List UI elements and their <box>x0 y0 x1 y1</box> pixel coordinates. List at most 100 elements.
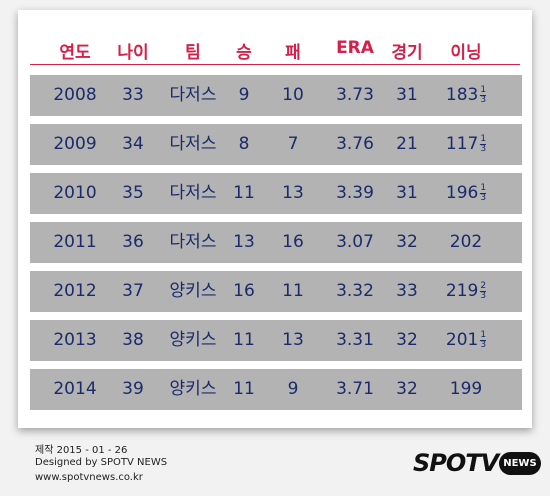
table-cell: 3.31 <box>336 330 374 350</box>
table-cell: 37 <box>122 281 144 301</box>
header-cell: 패 <box>285 43 301 63</box>
table-cell: 11 <box>233 379 255 399</box>
table-cell: 31 <box>396 183 418 203</box>
table-cell: 3.39 <box>336 183 374 203</box>
table-cell: 16 <box>233 281 255 301</box>
table-cell: 11 <box>282 281 304 301</box>
table-cell: 39 <box>122 379 144 399</box>
table-cell: 33 <box>122 85 144 105</box>
innings-whole: 199 <box>449 379 483 399</box>
fraction-denominator: 3 <box>480 94 487 105</box>
table-cell: 다저스 <box>169 232 217 252</box>
table-cell: 9 <box>238 85 250 105</box>
fraction-numerator: 1 <box>480 329 487 340</box>
table-cell: 31 <box>396 85 418 105</box>
table-row: 2013 38 양키스 11 13 3.31 32 201 1 3 <box>30 320 522 361</box>
footer-designer: Designed by SPOTV NEWS <box>35 457 168 468</box>
header-cell: 나이 <box>117 43 149 63</box>
table-cell: 35 <box>122 183 144 203</box>
table-cell: 양키스 <box>169 281 217 301</box>
fraction-denominator: 3 <box>480 143 487 154</box>
innings-whole: 202 <box>449 232 483 252</box>
fraction-numerator: 2 <box>480 280 487 291</box>
header-cell: 팀 <box>185 43 201 63</box>
table-cell: 2014 <box>53 379 97 399</box>
table-cell: 2008 <box>53 85 97 105</box>
fraction-numerator: 1 <box>480 182 487 193</box>
table-cell: 다저스 <box>169 134 217 154</box>
fraction-denominator: 3 <box>480 290 487 301</box>
innings-whole: 196 <box>445 183 479 203</box>
logo-badge: NEWS <box>499 451 541 475</box>
table-row: 2008 33 다저스 9 10 3.73 31 183 1 3 <box>30 75 522 116</box>
logo: SPOTV NEWS <box>413 449 541 477</box>
table-cell: 8 <box>238 134 250 154</box>
table-row: 2010 35 다저스 11 13 3.39 31 196 1 3 <box>30 173 522 214</box>
table-cell: 3.32 <box>336 281 374 301</box>
header-cell: 연도 <box>59 43 91 63</box>
footer-date: 제작 2015 - 01 - 26 <box>35 445 128 456</box>
table-cell: 2013 <box>53 330 97 350</box>
table-cell: 3.07 <box>336 232 374 252</box>
table-cell: 11 <box>233 183 255 203</box>
table-cell: 16 <box>282 232 304 252</box>
table-row: 2009 34 다저스 8 7 3.76 21 117 1 3 <box>30 124 522 165</box>
header-cell: 경기 <box>391 43 423 63</box>
footer-url: www.spotvnews.co.kr <box>35 472 143 483</box>
innings-cell: 183 1 3 <box>445 75 487 116</box>
logo-brand: SPOTV <box>413 449 499 477</box>
table-cell: 32 <box>396 379 418 399</box>
table-cell: 13 <box>282 183 304 203</box>
table-cell: 36 <box>122 232 144 252</box>
table-cell: 양키스 <box>169 330 217 350</box>
innings-whole: 219 <box>445 281 479 301</box>
table-cell: 3.76 <box>336 134 374 154</box>
table-cell: 13 <box>233 232 255 252</box>
table-cell: 3.71 <box>336 379 374 399</box>
table-cell: 33 <box>396 281 418 301</box>
table-cell: 7 <box>287 134 299 154</box>
innings-cell: 199 <box>450 369 482 410</box>
table-card: 연도 나이 팀 승 패 ERA 경기 이닝 2008 33 다저스 9 10 3.73 31 183 1 3 200… <box>18 10 532 428</box>
table-cell: 32 <box>396 232 418 252</box>
table-cell: 2011 <box>53 232 97 252</box>
header-cell: 승 <box>236 43 252 63</box>
table-cell: 양키스 <box>169 379 217 399</box>
innings-cell: 219 2 3 <box>445 271 487 312</box>
fraction-numerator: 1 <box>480 133 487 144</box>
innings-cell: 201 1 3 <box>445 320 487 361</box>
fraction-numerator: 1 <box>480 84 487 95</box>
header-cell: 이닝 <box>450 43 482 63</box>
table-cell: 13 <box>282 330 304 350</box>
innings-cell: 202 <box>450 222 482 263</box>
table-cell: 3.73 <box>336 85 374 105</box>
innings-whole: 201 <box>445 330 479 350</box>
table-cell: 2009 <box>53 134 97 154</box>
table-cell: 10 <box>282 85 304 105</box>
innings-whole: 183 <box>445 85 479 105</box>
table-row: 2011 36 다저스 13 16 3.07 32 202 <box>30 222 522 263</box>
header-cell: ERA <box>336 38 374 58</box>
table-cell: 9 <box>287 379 299 399</box>
table-cell: 2010 <box>53 183 97 203</box>
table-row: 2012 37 양키스 16 11 3.32 33 219 2 3 <box>30 271 522 312</box>
table-cell: 21 <box>396 134 418 154</box>
table-cell: 다저스 <box>169 85 217 105</box>
header-rule <box>30 64 520 65</box>
table-cell: 2012 <box>53 281 97 301</box>
table-cell: 38 <box>122 330 144 350</box>
fraction-denominator: 3 <box>480 192 487 203</box>
table-cell: 32 <box>396 330 418 350</box>
innings-whole: 117 <box>445 134 479 154</box>
table-row: 2014 39 양키스 11 9 3.71 32 199 <box>30 369 522 410</box>
table-cell: 다저스 <box>169 183 217 203</box>
table-cell: 11 <box>233 330 255 350</box>
table-cell: 34 <box>122 134 144 154</box>
innings-cell: 117 1 3 <box>445 124 487 165</box>
